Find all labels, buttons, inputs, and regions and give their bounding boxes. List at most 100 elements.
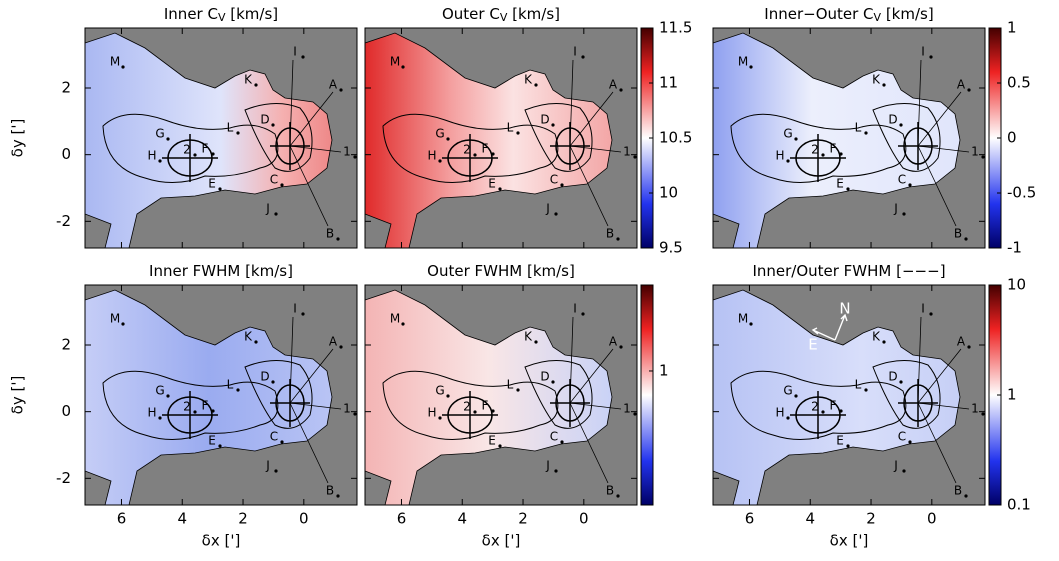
- y-tick-label: 0: [61, 145, 71, 163]
- x-tick-label: 2: [238, 510, 248, 528]
- title-text: Inner−Outer C: [764, 5, 873, 23]
- point-marker: [616, 494, 620, 498]
- point-marker: [981, 412, 985, 416]
- point-label: C: [898, 430, 906, 444]
- point-label: K: [524, 73, 533, 87]
- panel-title: Outer FWHM [km/s]: [427, 262, 575, 280]
- point-label: D: [540, 370, 549, 384]
- point-marker: [619, 345, 623, 349]
- pointer-lines: [569, 316, 622, 484]
- outline: [712, 32, 961, 249]
- title-subscript: V: [500, 11, 508, 24]
- point-marker: [908, 440, 912, 444]
- point-label: D: [888, 370, 897, 384]
- point-label: D: [540, 113, 549, 127]
- point-label: M: [390, 312, 400, 326]
- y-tick-label: 2: [61, 336, 71, 354]
- point-label: K: [244, 330, 253, 344]
- point-marker: [491, 152, 495, 156]
- point-marker: [473, 153, 477, 157]
- point-label: K: [244, 73, 253, 87]
- point-label: B: [606, 484, 614, 498]
- point-marker: [336, 237, 340, 241]
- panel-title: Inner/Outer FWHM [−−−]: [752, 262, 945, 280]
- point-marker: [336, 494, 340, 498]
- point-marker: [839, 152, 843, 156]
- point-marker: [271, 123, 275, 127]
- point-label: 1: [623, 402, 631, 416]
- point-label: M: [390, 55, 400, 69]
- pointer-lines: [917, 59, 970, 227]
- point-label: 2: [463, 400, 471, 414]
- point-marker: [446, 394, 450, 398]
- point-marker: [749, 322, 753, 326]
- colorbar-tick-label: 10: [1007, 276, 1026, 294]
- point-label: J: [893, 202, 898, 216]
- point-label: I: [573, 302, 577, 316]
- point-label: G: [155, 127, 164, 141]
- point-marker: [902, 469, 906, 473]
- point-marker: [794, 394, 798, 398]
- point-marker: [339, 345, 343, 349]
- point-label: E: [836, 434, 844, 448]
- x-tick-label: 6: [745, 510, 755, 528]
- point-marker: [473, 410, 477, 414]
- point-label: 1: [623, 145, 631, 159]
- point-marker: [353, 155, 357, 159]
- colorbar-tick-label: 0.5: [1007, 74, 1031, 92]
- map-region: [713, 290, 960, 505]
- point-label: L: [855, 121, 862, 135]
- map-region: [365, 290, 612, 505]
- title-suffix: [km/s]: [881, 5, 934, 23]
- x-tick-label: 2: [518, 510, 528, 528]
- axes-frame: [84, 27, 358, 249]
- colorbar-tick-label: 10.5: [659, 129, 692, 147]
- point-marker: [438, 159, 442, 163]
- point-label: K: [872, 73, 881, 87]
- point-marker: [967, 345, 971, 349]
- point-label: 1: [343, 402, 351, 416]
- point-marker: [981, 155, 985, 159]
- point-label: E: [488, 177, 496, 191]
- point-label: L: [227, 121, 234, 135]
- point-label: C: [270, 430, 278, 444]
- point-label: K: [872, 330, 881, 344]
- point-marker: [560, 183, 564, 187]
- title-subscript: V: [874, 11, 882, 24]
- panel-title: Inner FWHM [km/s]: [149, 262, 293, 280]
- contour: [872, 103, 941, 172]
- point-label: H: [147, 149, 156, 163]
- point-marker: [581, 312, 585, 316]
- point-marker: [301, 55, 305, 59]
- point-label: L: [855, 378, 862, 392]
- point-label: C: [898, 173, 906, 187]
- colorbar-tick-label: 1: [1007, 19, 1017, 37]
- point-label: A: [957, 335, 966, 349]
- x-tick-label: 0: [299, 510, 309, 528]
- source-cross: [442, 391, 498, 439]
- point-label: F: [830, 142, 837, 156]
- point-marker: [193, 410, 197, 414]
- pointer-lines: [289, 59, 342, 227]
- point-marker: [560, 440, 564, 444]
- title-text: Outer C: [442, 5, 500, 23]
- point-label: A: [957, 78, 966, 92]
- point-label: 2: [183, 143, 191, 157]
- y-tick-label: 0: [61, 402, 71, 420]
- point-marker: [516, 388, 520, 392]
- x-axis-label: δx [']: [202, 532, 241, 550]
- y-axis-label: δy [']: [9, 119, 27, 158]
- point-label: 2: [811, 143, 819, 157]
- x-axis-label: δx [']: [482, 532, 521, 550]
- point-marker: [786, 416, 790, 420]
- point-label: F: [482, 142, 489, 156]
- point-label: E: [208, 177, 216, 191]
- x-tick-label: 2: [866, 510, 876, 528]
- contour: [872, 360, 941, 429]
- point-marker: [498, 187, 502, 191]
- point-label: K: [524, 330, 533, 344]
- point-marker: [516, 131, 520, 135]
- pointer-lines: [569, 59, 622, 227]
- axes-frame: [84, 284, 358, 506]
- outline: [84, 289, 333, 506]
